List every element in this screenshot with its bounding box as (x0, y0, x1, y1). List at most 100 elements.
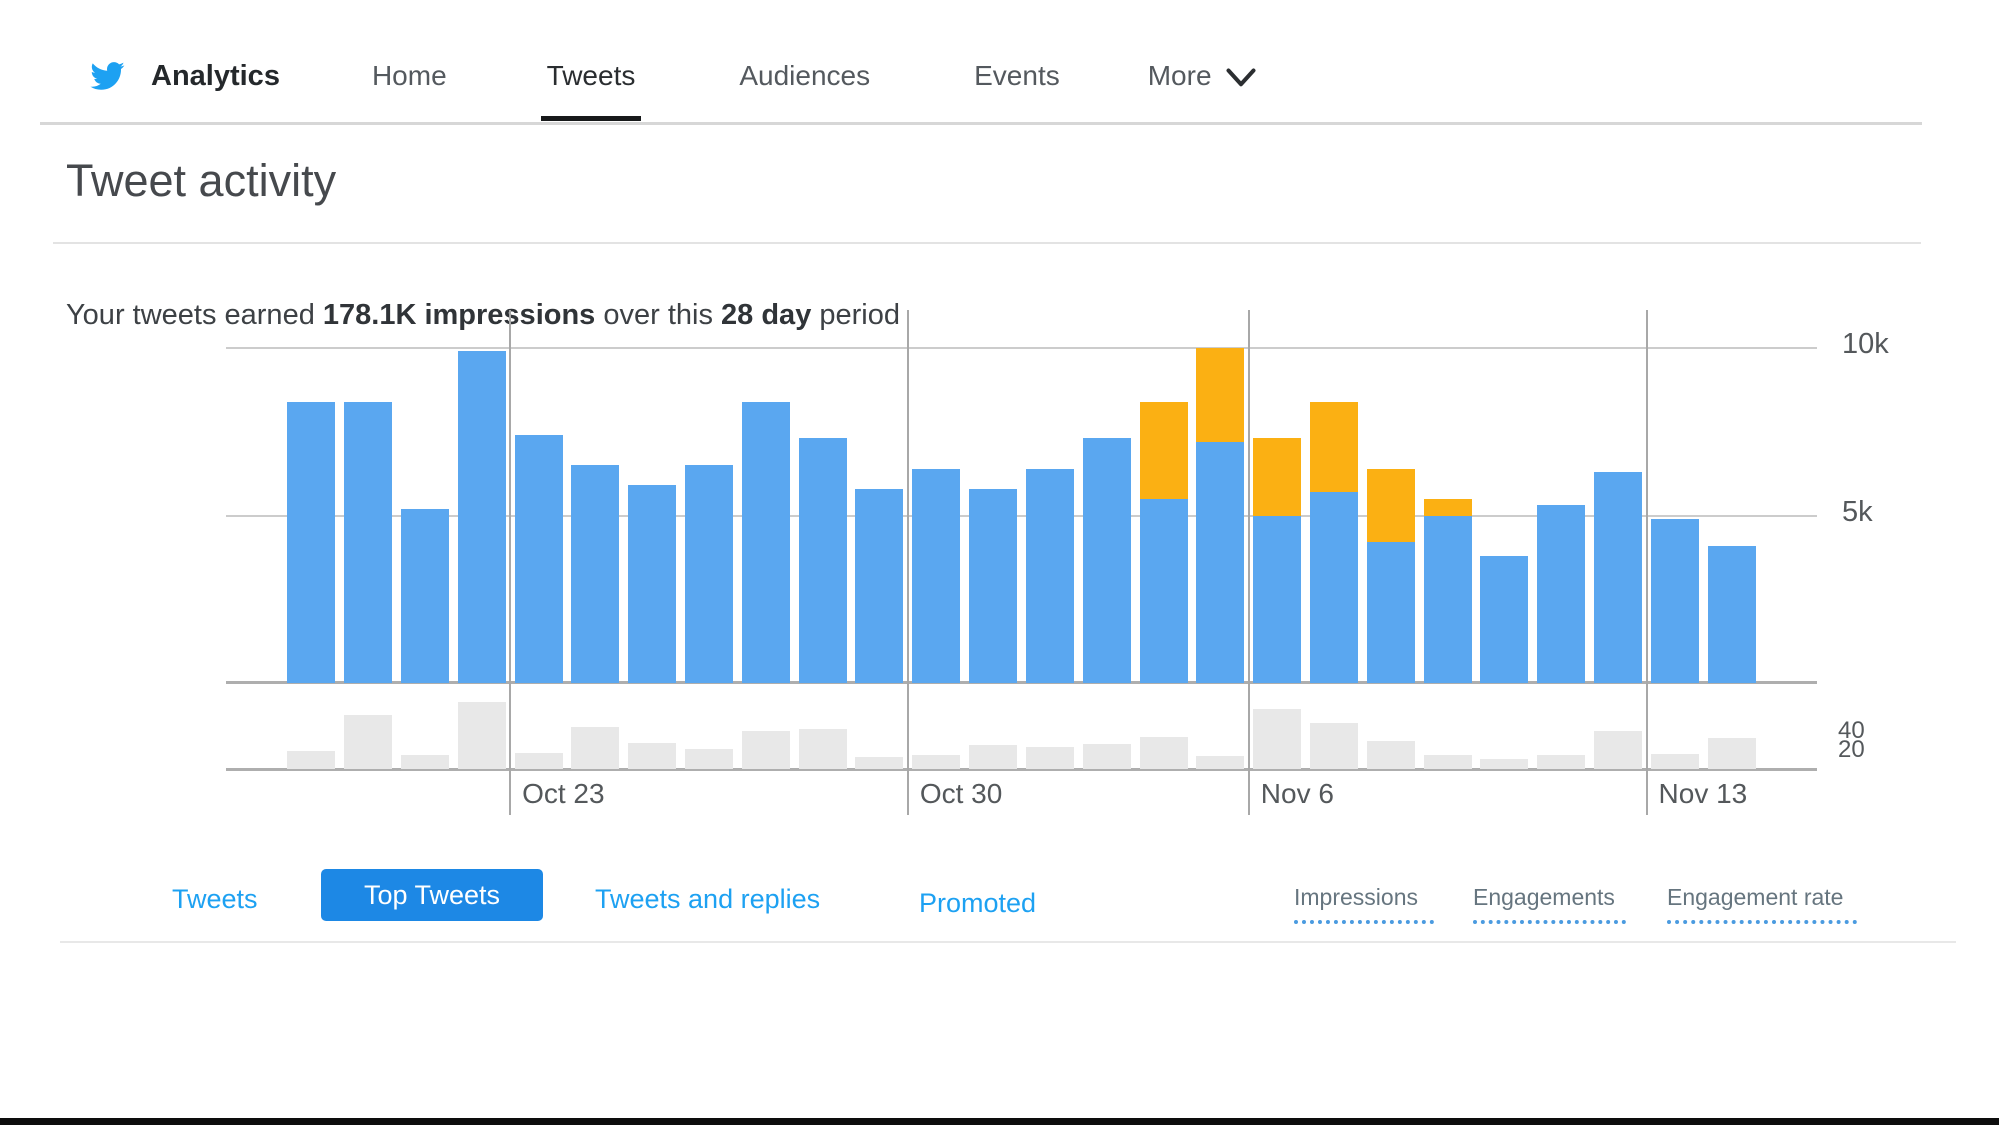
tweets-bar-day-2 (287, 750, 336, 769)
summary-prefix: Your tweets earned (66, 299, 323, 331)
tweets-bar-day-10 (741, 731, 790, 769)
nav-item-events[interactable]: Events (974, 60, 1060, 91)
impressions-bar-day-18[interactable] (1196, 441, 1245, 683)
impressions-bar-day-13[interactable] (912, 468, 961, 683)
impressions-bar-day-21[interactable] (1366, 542, 1415, 683)
tweets-bar-day-23 (1480, 758, 1529, 769)
impressions-bar-day-11[interactable] (798, 438, 847, 683)
summary-middle: over this (595, 299, 722, 331)
title-divider (53, 242, 1921, 244)
tweets-bar-day-18 (1196, 755, 1245, 769)
tweets-bar-day-20 (1310, 723, 1359, 769)
impressions-bar-day-23[interactable] (1480, 555, 1529, 683)
brand-label: Analytics (151, 59, 280, 92)
impressions-bar-day-24[interactable] (1537, 505, 1586, 683)
nav-item-home[interactable]: Home (371, 60, 447, 91)
impressions-bar-day-8[interactable] (628, 485, 677, 683)
impressions-bar-day-20[interactable] (1310, 492, 1359, 683)
mini-baseline (226, 768, 1817, 771)
summary-impressions: 178.1K impressions (322, 299, 596, 331)
nav-item-tweets[interactable]: Tweets (540, 60, 642, 121)
impressions-bar-day-19[interactable] (1253, 515, 1302, 683)
top-nav: Analytics Home Tweets Audiences Events M… (85, 58, 1256, 121)
tab-promoted[interactable]: Promoted (919, 888, 1037, 918)
promoted-bar-day-21[interactable] (1366, 468, 1415, 543)
week-divider-nov-6 (1247, 310, 1250, 815)
y-axis-label-10k: 10k (1842, 328, 1889, 360)
impressions-plot (226, 310, 1817, 684)
impressions-bar-day-27[interactable] (1707, 545, 1756, 683)
tweets-bar-day-27 (1707, 737, 1756, 769)
impressions-bar-day-6[interactable] (514, 435, 563, 683)
tweets-bar-day-16 (1082, 744, 1131, 769)
impressions-bar-day-2[interactable] (287, 401, 336, 683)
week-divider-nov-13 (1645, 310, 1648, 815)
tweets-bar-day-6 (514, 752, 563, 769)
x-axis-label-nov-13: Nov 13 (1658, 778, 1748, 809)
impressions-bar-day-16[interactable] (1082, 438, 1131, 683)
mini-y-label-40: 40 (1838, 717, 1865, 744)
impressions-bar-day-12[interactable] (855, 488, 904, 683)
tweets-bar-day-12 (855, 756, 904, 769)
week-divider-oct-30 (906, 310, 909, 815)
x-axis-label-nov-6: Nov 6 (1260, 778, 1334, 809)
tab-tweets-and-replies[interactable]: Tweets and replies (595, 884, 821, 914)
impressions-bar-day-7[interactable] (571, 465, 620, 683)
impressions-bar-day-4[interactable] (400, 508, 449, 683)
x-axis-baseline (226, 681, 1817, 684)
tweets-bar-day-13 (912, 754, 961, 769)
summary-period: 28 day (721, 299, 812, 331)
y-axis-label-5k: 5k (1842, 495, 1873, 528)
promoted-bar-day-17[interactable] (1139, 401, 1188, 499)
impressions-bar-day-22[interactable] (1423, 515, 1472, 683)
column-header-engagements[interactable]: Engagements (1473, 884, 1626, 924)
nav-item-audiences[interactable]: Audiences (739, 60, 871, 91)
tweets-bar-day-4 (400, 754, 449, 769)
tab-top-tweets[interactable]: Top Tweets (321, 869, 543, 921)
impressions-chart: Oct 23 Oct 30 Nov 6 Nov 13 (226, 310, 1817, 815)
tweets-bar-day-21 (1366, 741, 1415, 769)
tweets-bar-day-22 (1423, 754, 1472, 769)
column-header-engagement-rate[interactable]: Engagement rate (1667, 884, 1857, 924)
tweet-row[interactable]: 10,702 32 0.3% (0, 955, 1999, 1105)
tweets-bar-day-11 (798, 729, 847, 769)
chevron-down-icon (1226, 68, 1256, 87)
page-title: Tweet activity (66, 155, 337, 206)
impressions-bar-day-3[interactable] (344, 401, 393, 683)
promoted-bar-day-19[interactable] (1253, 438, 1302, 516)
tweets-bar-day-17 (1139, 736, 1188, 769)
tab-tweets[interactable]: Tweets (172, 884, 258, 914)
impressions-bar-day-9[interactable] (684, 465, 733, 683)
tweets-per-day-plot (226, 690, 1817, 771)
gridline-10k (226, 347, 1817, 349)
nav-item-more[interactable]: More (1148, 60, 1256, 92)
tweets-bar-day-24 (1537, 754, 1586, 769)
week-divider-oct-23 (509, 310, 512, 815)
tweets-bar-day-25 (1594, 731, 1643, 769)
impressions-bar-day-15[interactable] (1025, 468, 1074, 683)
impressions-bar-day-10[interactable] (741, 401, 790, 683)
tweets-bar-day-26 (1650, 753, 1699, 769)
promoted-bar-day-22[interactable] (1423, 498, 1472, 516)
impressions-bar-day-25[interactable] (1594, 471, 1643, 683)
tweets-bar-day-14 (969, 745, 1018, 769)
tweets-bar-day-19 (1253, 709, 1302, 769)
nav-divider (40, 122, 1922, 125)
window-bottom-edge (0, 1118, 1999, 1125)
x-axis-label-oct-23: Oct 23 (522, 778, 605, 809)
column-header-impressions[interactable]: Impressions (1294, 884, 1434, 924)
twitter-logo-icon[interactable] (85, 58, 129, 94)
impressions-bar-day-17[interactable] (1139, 498, 1188, 683)
summary-suffix: period (811, 299, 900, 331)
impressions-bar-day-5[interactable] (457, 351, 506, 683)
tweets-bar-day-9 (684, 749, 733, 769)
tweets-bar-day-5 (457, 701, 506, 769)
promoted-bar-day-18[interactable] (1196, 348, 1245, 442)
impressions-bar-day-26[interactable] (1650, 518, 1699, 683)
impressions-bar-day-14[interactable] (969, 488, 1018, 683)
promoted-bar-day-20[interactable] (1310, 401, 1359, 493)
tweets-bar-day-15 (1025, 747, 1074, 769)
impressions-summary: Your tweets earned 178.1K impressions ov… (66, 299, 900, 332)
x-axis-label-oct-30: Oct 30 (919, 778, 1003, 809)
gridline-5k (226, 514, 1817, 517)
